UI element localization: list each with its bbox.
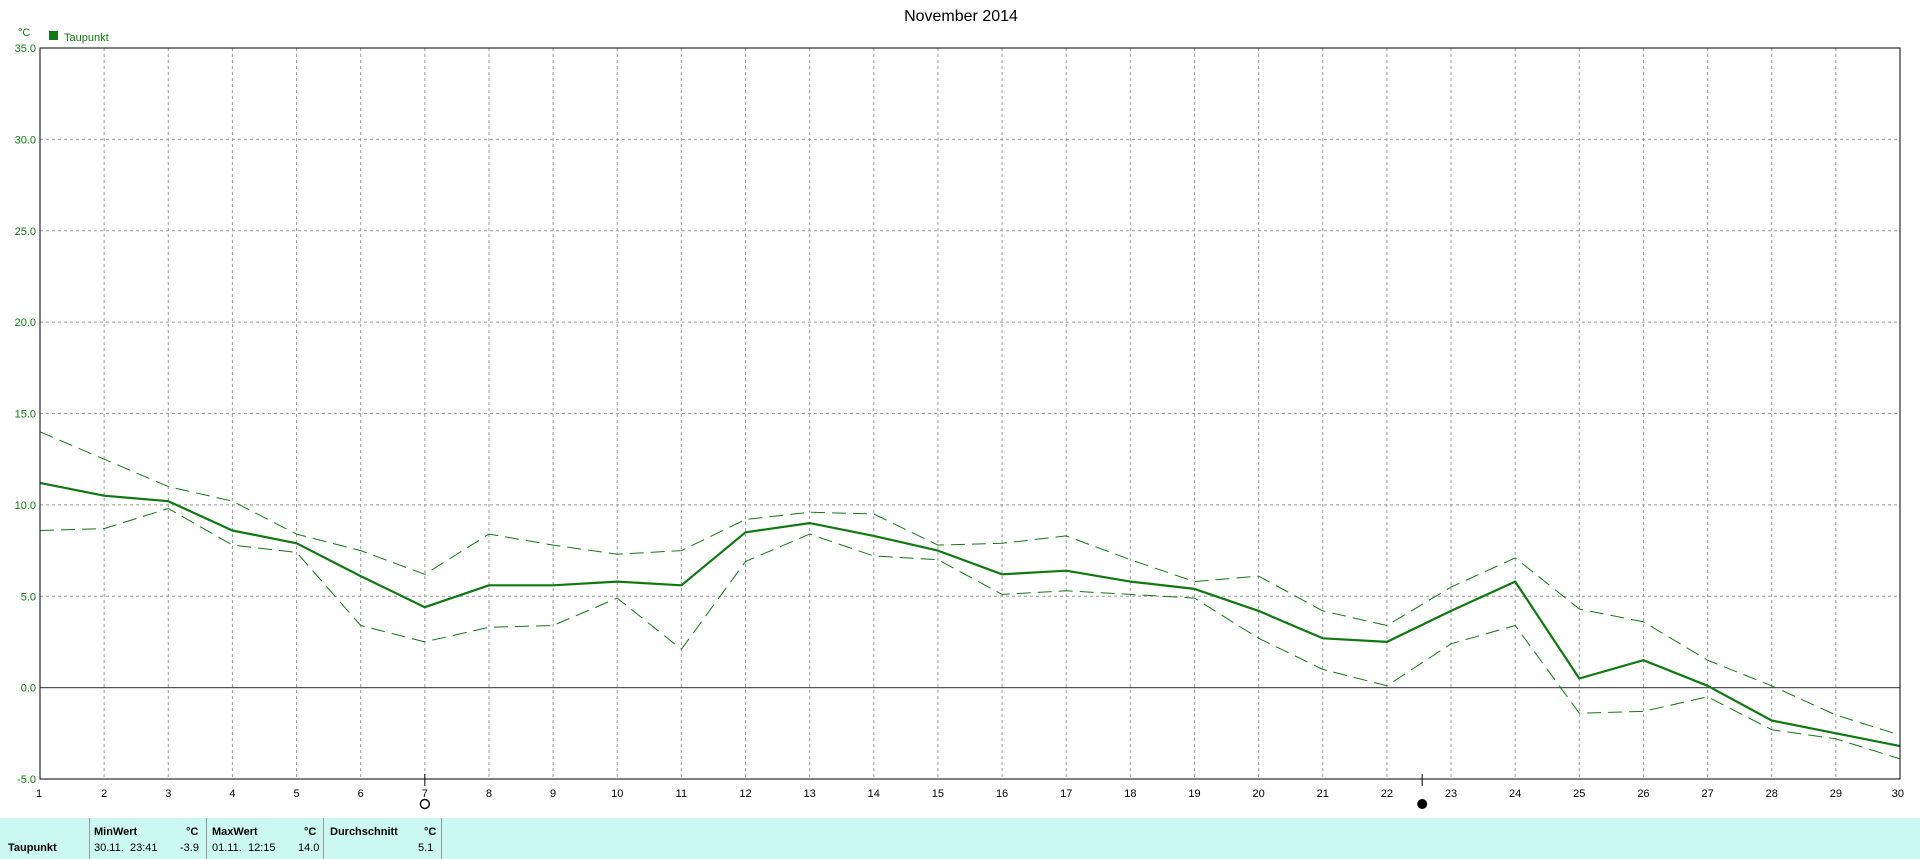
- x-tick-label: 8: [486, 788, 492, 800]
- max-date: 01.11.: [212, 842, 242, 854]
- y-axis: -5.0 0.0 5.0 10.0 15.0 20.0 25.0 30.0 35.0: [15, 43, 36, 786]
- min-date: 30.11.: [94, 842, 124, 854]
- series-line-range: [39, 508, 1901, 760]
- y-tick-label: 35.0: [15, 43, 36, 55]
- legend-label: Taupunkt: [64, 32, 109, 44]
- divider: [89, 818, 90, 859]
- stats-row-label: Taupunkt: [8, 842, 57, 854]
- avg-unit: °C: [424, 826, 437, 838]
- markers-group: [419, 774, 1428, 810]
- max-header: MaxWert: [212, 826, 258, 838]
- y-tick-label: 5.0: [21, 591, 36, 603]
- x-tick-label: 11: [676, 788, 687, 800]
- x-tick-label: 1: [36, 788, 42, 800]
- x-axis: 1 2 3 4 5 6 7 8 9 10 11 12 13 14 15 16 17 18 19 20 21 22 23 24 2…: [36, 788, 1904, 800]
- x-tick-label: 5: [293, 788, 299, 800]
- x-tick-label: 28: [1766, 788, 1778, 800]
- series-line-taupunkt: [39, 481, 1901, 748]
- chart-title: November 2014: [904, 8, 1018, 25]
- x-tick-label: 12: [739, 788, 751, 800]
- min-time: 23:41: [130, 842, 158, 854]
- y-tick-label: 20.0: [15, 317, 36, 329]
- x-tick-label: 22: [1381, 788, 1393, 800]
- x-tick-label: 15: [932, 788, 944, 800]
- min-value: -3.9: [180, 842, 199, 854]
- x-tick-label: 25: [1573, 788, 1585, 800]
- x-tick-label: 17: [1060, 788, 1072, 800]
- x-tick-label: 16: [996, 788, 1008, 800]
- y-axis-unit: °C: [18, 27, 30, 39]
- divider: [441, 818, 442, 859]
- new-moon-icon: [1417, 799, 1428, 809]
- avg-value: 5.1: [418, 842, 434, 854]
- dewpoint-chart: November 2014 °C Taupunkt -5.0 0.0 5.0 10.0…: [15, 8, 1904, 810]
- divider: [206, 818, 207, 859]
- y-tick-label: 25.0: [15, 226, 36, 238]
- x-tick-label: 14: [868, 788, 880, 800]
- x-tick-label: 29: [1830, 788, 1842, 800]
- divider: [323, 818, 324, 859]
- x-tick-label: 13: [804, 788, 816, 800]
- full-moon-icon: [419, 798, 431, 810]
- y-tick-label: -5.0: [17, 774, 36, 786]
- x-tick-label: 3: [165, 788, 171, 800]
- series-group: [39, 431, 1901, 760]
- min-unit: °C: [186, 826, 199, 838]
- x-tick-label: 7: [422, 788, 428, 800]
- x-tick-label: 10: [611, 788, 623, 800]
- max-unit: °C: [304, 826, 317, 838]
- avg-header: Durchschnitt: [330, 826, 398, 838]
- x-tick-label: 4: [229, 788, 235, 800]
- y-tick-label: 0.0: [21, 683, 36, 695]
- max-time: 12:15: [248, 842, 276, 854]
- x-tick-label: 20: [1252, 788, 1264, 800]
- x-tick-label: 19: [1188, 788, 1200, 800]
- x-tick-label: 24: [1509, 788, 1521, 800]
- max-value: 14.0: [298, 842, 320, 854]
- x-tick-label: 27: [1701, 788, 1713, 800]
- legend-swatch: [49, 31, 58, 40]
- stats-panel: Taupunkt MinWert °C 30.11. 23:41 -3.9 Ma…: [0, 818, 1920, 859]
- x-tick-label: 21: [1317, 788, 1329, 800]
- series-line-range: [39, 431, 1901, 736]
- x-tick-label: 2: [101, 788, 107, 800]
- x-tick-label: 6: [358, 788, 364, 800]
- x-tick-label: 18: [1124, 788, 1136, 800]
- grid: [40, 48, 1900, 779]
- x-tick-label: 23: [1445, 788, 1457, 800]
- y-tick-label: 10.0: [15, 500, 36, 512]
- plot-frame: [39, 47, 1901, 780]
- x-tick-label: 9: [550, 788, 556, 800]
- x-tick-label: 26: [1637, 788, 1649, 800]
- x-tick-label: 30: [1892, 788, 1904, 800]
- y-tick-label: 15.0: [15, 409, 36, 421]
- y-tick-label: 30.0: [15, 134, 36, 146]
- min-header: MinWert: [94, 826, 138, 838]
